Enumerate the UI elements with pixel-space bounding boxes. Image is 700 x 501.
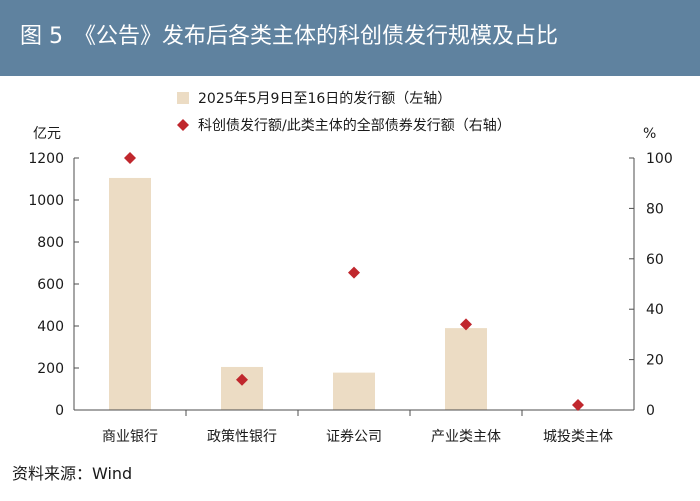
- ratio-marker: [236, 373, 248, 386]
- chart-legend: 2025年5月9日至16日的发行额（左轴） 科创债发行额/此类主体的全部债券发行…: [177, 91, 511, 134]
- left-tick-label: 200: [37, 361, 64, 377]
- right-axis-unit: %: [643, 126, 656, 142]
- right-tick-label: 80: [646, 201, 664, 217]
- bar: [333, 372, 375, 410]
- ratio-marker: [460, 318, 472, 331]
- chart-title: 图 5 《公告》发布后各类主体的科创债发行规模及占比: [20, 24, 558, 49]
- ratio-marker: [572, 398, 584, 411]
- x-tick-label: 证券公司: [326, 429, 382, 445]
- left-tick-label: 1200: [28, 151, 64, 167]
- left-axis-unit: 亿元: [33, 126, 61, 142]
- x-tick-label: 产业类主体: [431, 429, 501, 445]
- left-tick-label: 800: [37, 235, 64, 251]
- left-tick-label: 1000: [28, 193, 64, 209]
- x-tick-label: 城投类主体: [543, 429, 613, 445]
- right-tick-label: 100: [646, 151, 673, 167]
- x-tick-label: 政策性银行: [207, 428, 277, 445]
- plot-area: 0 200 400 600 800 1000 1200 0 20 40 60 80 100 商业银行 政策性…: [28, 151, 672, 445]
- ratio-marker: [348, 266, 360, 279]
- chart-header: 图 5 《公告》发布后各类主体的科创债发行规模及占比: [0, 0, 700, 76]
- left-tick-label: 600: [37, 277, 64, 293]
- right-tick-label: 60: [646, 252, 664, 268]
- bar: [109, 177, 151, 410]
- legend-bar-label: 2025年5月9日至16日的发行额（左轴）: [198, 91, 451, 107]
- source-note: 资料来源：Wind: [12, 464, 133, 483]
- bar: [445, 328, 487, 410]
- right-tick-label: 0: [646, 403, 655, 419]
- legend-marker-swatch: [177, 119, 189, 131]
- left-tick-label: 0: [55, 403, 64, 419]
- legend-bar-swatch: [177, 92, 189, 104]
- x-tick-label: 商业银行: [102, 429, 158, 445]
- ratio-marker: [124, 152, 136, 164]
- left-tick-label: 400: [37, 319, 64, 335]
- right-tick-label: 20: [646, 353, 664, 369]
- legend-marker-label: 科创债发行额/此类主体的全部债券发行额（右轴）: [198, 117, 511, 134]
- right-tick-label: 40: [646, 302, 664, 318]
- bar: [221, 366, 263, 410]
